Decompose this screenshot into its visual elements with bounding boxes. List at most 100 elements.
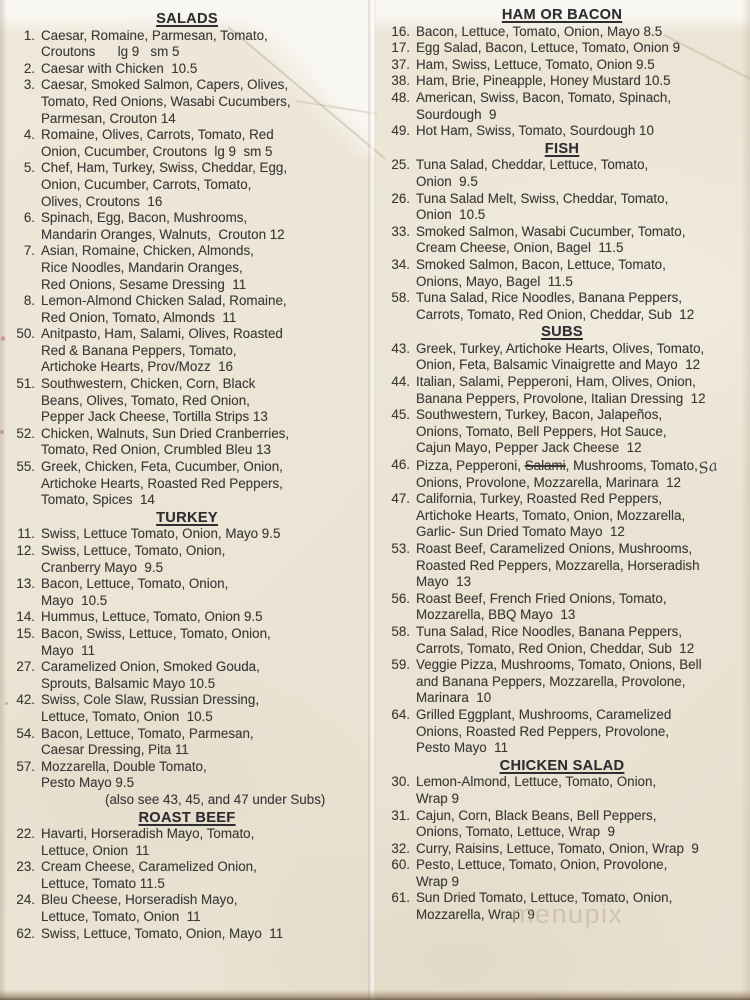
item-line: Onion, Cucumber, Croutons lg 9 sm 5: [41, 143, 273, 159]
item-text: Pizza, Pepperoni, Salami, Mushrooms, Tom…: [416, 456, 745, 491]
item-line: Red Onion, Tomato, Almonds 11: [41, 309, 237, 325]
menu-item: 33. Smoked Salmon, Wasabi Cucumber, Tomat…: [379, 224, 745, 257]
section-title-subs: SUBS: [541, 324, 583, 341]
item-number: 54.: [16, 725, 35, 741]
item-text: Hot Ham, Swiss, Tomato, Sourdough 10: [416, 123, 745, 140]
item-number: 33.: [391, 223, 410, 239]
menu-item: 8. Lemon-Almond Chicken Salad, Romaine, Re…: [8, 293, 366, 326]
item-text: Spinach, Egg, Bacon, Mushrooms, Mandarin …: [41, 210, 366, 243]
item-line: Cranberry Mayo 9.5: [41, 559, 164, 575]
menu-item: 25. Tuna Salad, Cheddar, Lettuce, Tomato,…: [379, 157, 745, 190]
menu-item: 37. Ham, Swiss, Lettuce, Tomato, Onion 9.…: [379, 57, 745, 74]
item-line: Parmesan, Crouton 14: [41, 110, 176, 126]
menu-item: 30. Lemon-Almond, Lettuce, Tomato, Onion,…: [379, 774, 745, 807]
menu-item: 59. Veggie Pizza, Mushrooms, Tomato, Onio…: [379, 657, 745, 707]
item-number: 25.: [391, 157, 410, 173]
item-line: Caesar, Romaine, Parmesan, Tomato,: [41, 27, 268, 43]
menu-item: 27. Caramelized Onion, Smoked Gouda, Sprou…: [8, 659, 366, 692]
item-note: (also see 43, 45, and 47 under Subs): [105, 791, 326, 807]
item-line: Sun Dried Tomato, Lettuce, Tomato, Onion…: [416, 890, 673, 906]
item-text: Caramelized Onion, Smoked Gouda, Sprouts,…: [41, 659, 366, 692]
item-number: 7.: [23, 243, 35, 259]
item-text: Southwestern, Turkey, Bacon, Jalapeños, O…: [416, 407, 745, 457]
item-number: 14.: [16, 609, 35, 625]
item-line: Marinara 10: [416, 690, 492, 706]
item-text: Swiss, Lettuce, Tomato, Onion, Cranberry …: [41, 543, 366, 576]
item-number: 53.: [391, 541, 410, 556]
item-line: Onion, Cucumber, Carrots, Tomato,: [41, 176, 252, 192]
item-text: Anitpasto, Ham, Salami, Olives, Roasted R…: [41, 326, 366, 376]
item-text: Ham, Brie, Pineapple, Honey Mustard 10.5: [416, 73, 745, 90]
section-title-turkey: TURKEY: [156, 509, 218, 526]
item-text: Caesar, Smoked Salmon, Capers, Olives, To…: [41, 77, 366, 127]
menu-item: 47. California, Turkey, Roasted Red Peppe…: [379, 491, 745, 541]
item-line: Bleu Cheese, Horseradish Mayo,: [41, 892, 238, 908]
menu-item: 14. Hummus, Lettuce, Tomato, Onion 9.5: [8, 609, 366, 626]
item-number: 48.: [391, 89, 410, 105]
item-number: 55.: [16, 459, 35, 475]
item-number: 37.: [391, 56, 410, 72]
item-number: 62.: [16, 925, 35, 941]
item-number: 6.: [23, 210, 35, 226]
item-number: 8.: [23, 293, 35, 309]
item-text: Swiss, Cole Slaw, Russian Dressing, Lettu…: [41, 692, 366, 725]
menu-item: 46. Pizza, Pepperoni, Salami, Mushrooms, …: [379, 456, 745, 491]
item-line: Roast Beef, French Fried Onions, Tomato,: [416, 590, 667, 606]
item-line: Ham, Swiss, Lettuce, Tomato, Onion 9.5: [416, 56, 655, 72]
item-line: Red Onions, Sesame Dressing 11: [41, 276, 247, 292]
menu-item: 23. Cream Cheese, Caramelized Onion, Lettu…: [8, 859, 366, 892]
item-number: 52.: [16, 425, 35, 441]
item-text: Smoked Salmon, Wasabi Cucumber, Tomato, C…: [416, 224, 745, 257]
item-number: 1.: [23, 27, 35, 43]
item-text: Caesar with Chicken 10.5: [41, 61, 366, 78]
item-number: 5.: [23, 160, 35, 176]
item-line: Olives, Croutons 16: [41, 193, 163, 209]
item-line: Swiss, Lettuce, Tomato, Onion,: [41, 543, 226, 558]
item-line: Bacon, Swiss, Lettuce, Tomato, Onion,: [41, 625, 271, 641]
item-text: Bleu Cheese, Horseradish Mayo, Lettuce, T…: [41, 892, 366, 925]
menu-column-right: HAM OR BACON 16. Bacon, Lettuce, Tomato, O…: [379, 6, 745, 924]
item-line: Bacon, Lettuce, Tomato, Onion,: [41, 576, 229, 592]
menu-item: 3. Caesar, Smoked Salmon, Capers, Olives,…: [8, 77, 366, 127]
item-line: Pizza, Pepperoni, Salami, Mushrooms, Tom…: [416, 456, 720, 478]
menu-item: 13. Bacon, Lettuce, Tomato, Onion, Mayo 10…: [8, 576, 366, 609]
item-line: Hummus, Lettuce, Tomato, Onion 9.5: [41, 609, 263, 625]
item-number: 27.: [16, 659, 35, 675]
item-number: 17.: [391, 40, 410, 56]
item-text: Greek, Turkey, Artichoke Hearts, Olives,…: [416, 341, 745, 374]
paper-edge-shade-left: [0, 0, 7, 1000]
menu-item: 64. Grilled Eggplant, Mushrooms, Carameli…: [379, 707, 745, 757]
item-text: Caesar, Romaine, Parmesan, Tomato, Crouto…: [41, 28, 366, 61]
menu-item: 48. American, Swiss, Bacon, Tomato, Spina…: [379, 90, 745, 123]
menu-item: 57. Mozzarella, Double Tomato, Pesto Mayo …: [8, 759, 366, 809]
item-line: Hot Ham, Swiss, Tomato, Sourdough 10: [416, 123, 654, 139]
item-line: Italian, Salami, Pepperoni, Ham, Olives,…: [416, 374, 696, 390]
item-line: Swiss, Cole Slaw, Russian Dressing,: [41, 692, 260, 708]
menu-item: 26. Tuna Salad Melt, Swiss, Cheddar, Toma…: [379, 191, 745, 224]
item-number: 42.: [16, 692, 35, 708]
item-line: Veggie Pizza, Mushrooms, Tomato, Onions,…: [416, 657, 702, 673]
item-text: Roast Beef, Caramelized Onions, Mushroom…: [416, 541, 745, 591]
item-line: Lettuce, Onion 11: [41, 842, 150, 858]
menu-item: 6. Spinach, Egg, Bacon, Mushrooms, Mandari…: [8, 210, 366, 243]
item-number: 61.: [391, 890, 410, 906]
item-line: American, Swiss, Bacon, Tomato, Spinach,: [416, 89, 672, 105]
menu-item: 16. Bacon, Lettuce, Tomato, Onion, Mayo 8…: [379, 24, 745, 41]
menu-item: 12. Swiss, Lettuce, Tomato, Onion, Cranber…: [8, 543, 366, 576]
item-number: 38.: [391, 73, 410, 89]
item-text: American, Swiss, Bacon, Tomato, Spinach,…: [416, 90, 745, 123]
item-line: Mozzarella, Wrap 9: [416, 907, 535, 923]
item-line: Lettuce, Tomato 11.5: [41, 875, 165, 891]
item-line: Asian, Romaine, Chicken, Almonds,: [41, 243, 254, 259]
item-line: Tomato, Red Onion, Crumbled Bleu 13: [41, 442, 271, 458]
item-text: Tuna Salad Melt, Swiss, Cheddar, Tomato,…: [416, 191, 745, 224]
menu-item: 45. Southwestern, Turkey, Bacon, Jalapeño…: [379, 407, 745, 457]
item-text: Swiss, Lettuce, Tomato, Onion, Mayo 11: [41, 926, 366, 943]
item-line: Sourdough 9: [416, 106, 497, 122]
item-number: 2.: [23, 60, 35, 76]
item-text: Asian, Romaine, Chicken, Almonds, Rice No…: [41, 243, 366, 293]
menu-column-left: SALADS 1. Caesar, Romaine, Parmesan, Tomat…: [8, 10, 366, 942]
item-text: California, Turkey, Roasted Red Peppers,…: [416, 491, 745, 541]
item-number: 47.: [391, 491, 410, 507]
menu-item: 5. Chef, Ham, Turkey, Swiss, Cheddar, Egg…: [8, 160, 366, 210]
